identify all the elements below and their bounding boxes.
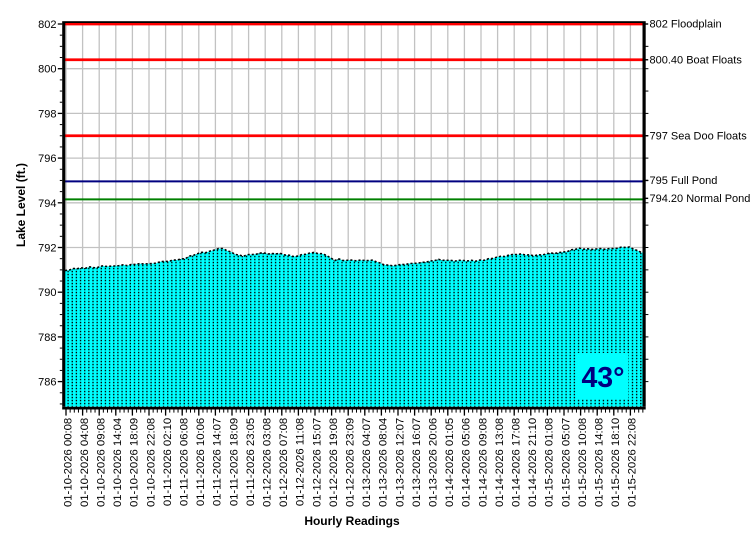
svg-text:01-15-2026 10:08: 01-15-2026 10:08 [577, 418, 589, 507]
svg-text:01-14-2026 21:10: 01-14-2026 21:10 [527, 418, 539, 507]
svg-text:01-10-2026 00:08: 01-10-2026 00:08 [62, 418, 74, 507]
svg-text:01-15-2026 22:08: 01-15-2026 22:08 [627, 418, 639, 507]
svg-text:01-10-2026 18:09: 01-10-2026 18:09 [129, 418, 141, 507]
svg-text:796: 796 [38, 153, 56, 165]
svg-text:01-13-2026 20:06: 01-13-2026 20:06 [428, 418, 440, 507]
svg-text:01-12-2026 15:07: 01-12-2026 15:07 [311, 418, 323, 507]
svg-text:01-14-2026 17:08: 01-14-2026 17:08 [511, 418, 523, 507]
svg-text:01-10-2026 22:08: 01-10-2026 22:08 [145, 418, 157, 507]
svg-text:01-11-2026 06:08: 01-11-2026 06:08 [179, 418, 191, 506]
svg-text:01-14-2026 01:05: 01-14-2026 01:05 [444, 418, 456, 507]
svg-text:01-10-2026 09:08: 01-10-2026 09:08 [96, 418, 108, 507]
svg-text:786: 786 [38, 377, 56, 389]
svg-text:01-13-2026 16:07: 01-13-2026 16:07 [411, 418, 423, 507]
svg-text:800.40 Boat Floats: 800.40 Boat Floats [650, 54, 743, 66]
svg-text:01-12-2026 19:08: 01-12-2026 19:08 [328, 418, 340, 507]
svg-text:01-10-2026 14:04: 01-10-2026 14:04 [112, 418, 124, 507]
svg-text:01-13-2026 08:04: 01-13-2026 08:04 [378, 418, 390, 507]
svg-text:01-12-2026 23:09: 01-12-2026 23:09 [345, 418, 357, 507]
svg-text:01-13-2026 12:07: 01-13-2026 12:07 [394, 418, 406, 507]
svg-text:01-12-2026 07:08: 01-12-2026 07:08 [278, 418, 290, 507]
svg-text:797 Sea Doo Floats: 797 Sea Doo Floats [650, 130, 748, 142]
svg-text:01-11-2026 10:06: 01-11-2026 10:06 [195, 418, 207, 506]
svg-text:01-12-2026 11:08: 01-12-2026 11:08 [295, 418, 307, 506]
svg-text:01-11-2026 18:09: 01-11-2026 18:09 [228, 418, 240, 506]
svg-text:01-14-2026 09:08: 01-14-2026 09:08 [477, 418, 489, 507]
svg-text:794: 794 [38, 198, 56, 210]
svg-text:01-10-2026 04:08: 01-10-2026 04:08 [79, 418, 91, 507]
svg-text:01-11-2026 02:10: 01-11-2026 02:10 [162, 418, 174, 506]
svg-text:01-12-2026 03:08: 01-12-2026 03:08 [262, 418, 274, 507]
svg-text:Hourly Readings: Hourly Readings [304, 514, 400, 528]
svg-text:Lake Level (ft.): Lake Level (ft.) [14, 163, 28, 247]
svg-text:01-11-2026 14:07: 01-11-2026 14:07 [212, 418, 224, 506]
svg-text:01-13-2026 04:07: 01-13-2026 04:07 [361, 418, 373, 507]
svg-text:01-14-2026 05:06: 01-14-2026 05:06 [461, 418, 473, 507]
svg-text:43°: 43° [581, 362, 624, 394]
svg-text:790: 790 [38, 287, 56, 299]
svg-text:802: 802 [38, 19, 56, 31]
svg-text:795 Full Pond: 795 Full Pond [650, 175, 718, 187]
svg-text:01-11-2026 23:05: 01-11-2026 23:05 [245, 418, 257, 506]
svg-text:01-15-2026 05:07: 01-15-2026 05:07 [560, 418, 572, 507]
svg-text:800: 800 [38, 64, 56, 76]
svg-text:794.20 Normal Pond: 794.20 Normal Pond [650, 193, 750, 205]
svg-text:01-14-2026 13:08: 01-14-2026 13:08 [494, 418, 506, 507]
svg-text:788: 788 [38, 332, 56, 344]
svg-text:798: 798 [38, 108, 56, 120]
svg-text:792: 792 [38, 243, 56, 255]
svg-text:802 Floodplain: 802 Floodplain [650, 19, 722, 31]
svg-text:01-15-2026 18:10: 01-15-2026 18:10 [610, 418, 622, 507]
svg-text:01-15-2026 01:08: 01-15-2026 01:08 [544, 418, 556, 507]
svg-text:01-15-2026 14:08: 01-15-2026 14:08 [594, 418, 606, 507]
